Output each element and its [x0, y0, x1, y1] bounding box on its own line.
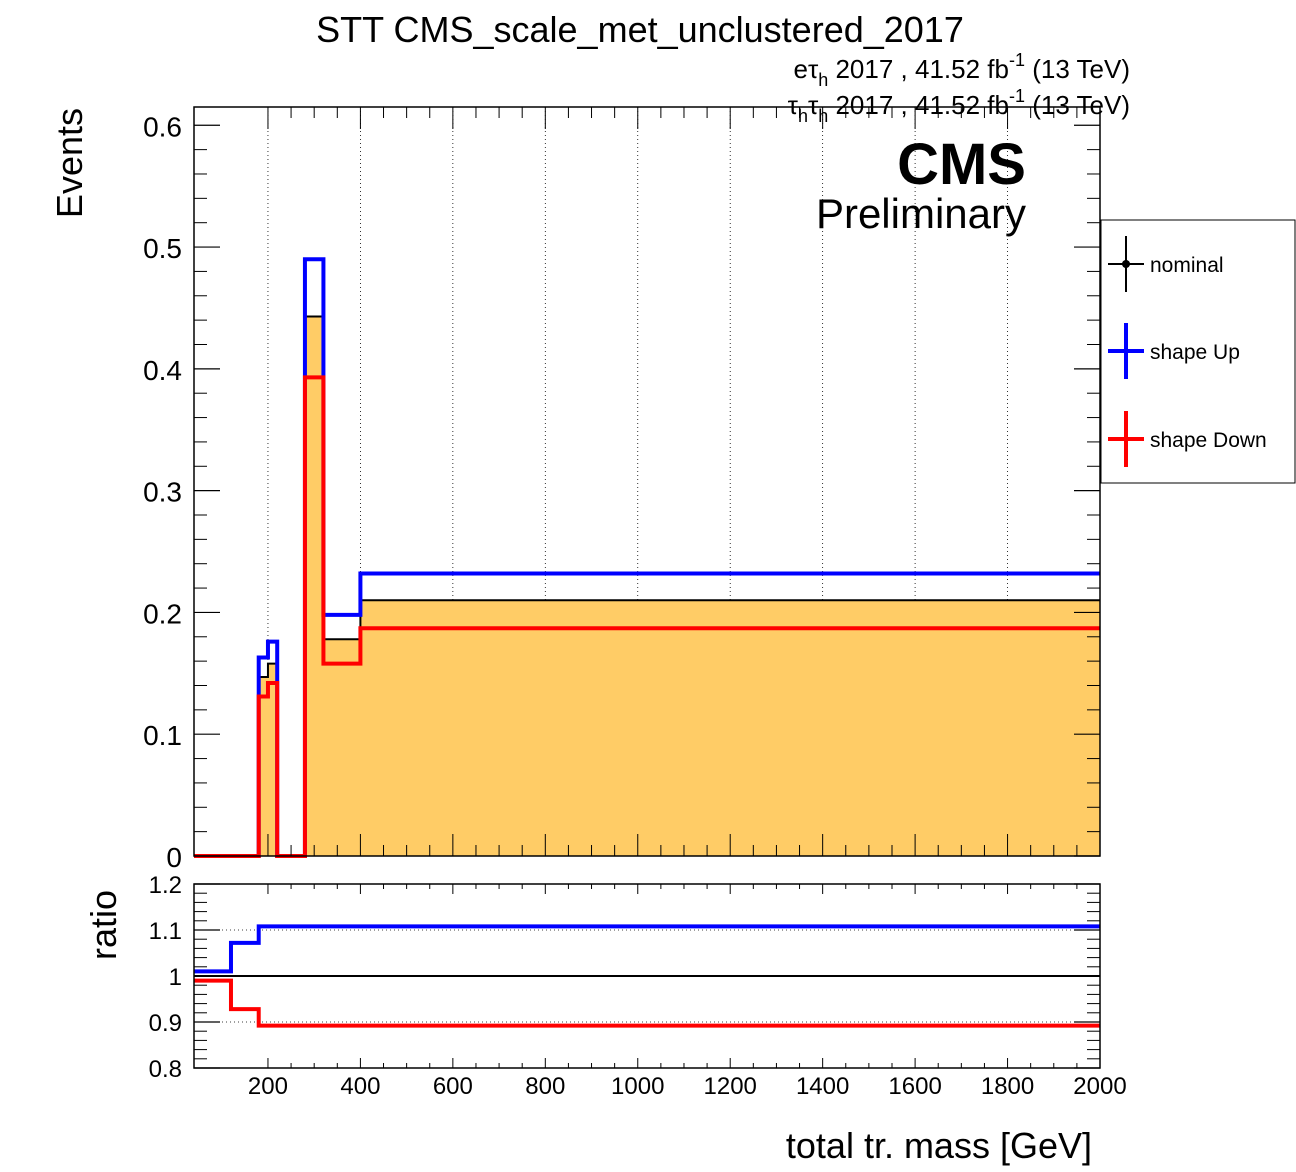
legend-label-nominal: nominal [1150, 254, 1224, 277]
y-tick-label-0: 0 [166, 842, 182, 873]
x-tick-label-1600: 1600 [888, 1073, 941, 1100]
legend-label-shape-up: shape Up [1150, 341, 1240, 364]
x-tick-label-200: 200 [248, 1073, 288, 1100]
legend-entry-nominal: nominal [1108, 236, 1224, 292]
x-tick-label-600: 600 [433, 1073, 473, 1100]
ratio-y-tick-label-1-1: 1.1 [149, 918, 182, 945]
preliminary-label: Preliminary [816, 190, 1026, 237]
legend-entry-shape-up: shape Up [1108, 323, 1240, 379]
x-tick-label-1000: 1000 [611, 1073, 664, 1100]
ratio-panel: 200 400 600 800 1000 1200 1400 1600 1800 2000 0.8 0… [149, 872, 1127, 1100]
legend-entry-shape-down: shape Down [1108, 411, 1267, 467]
x-tick-label-1400: 1400 [796, 1073, 849, 1100]
upper-frame [193, 106, 1101, 857]
y-tick-label-0-4: 0.4 [143, 355, 182, 386]
lumi-label-tautau: τhτh 2017 , 41.52 fb-1 (13 TeV) [788, 86, 1130, 126]
cms-label: CMS [897, 132, 1026, 197]
ratio-series-shape-down [194, 978, 1100, 1028]
x-axis-label: total tr. mass [GeV] [786, 1125, 1092, 1166]
y-tick-label-0-2: 0.2 [143, 598, 182, 629]
x-tick-label-1800: 1800 [981, 1073, 1034, 1100]
x-tick-label-400: 400 [340, 1073, 380, 1100]
x-tick-label-2000: 2000 [1073, 1073, 1126, 1100]
lumi-label-etau: eτh 2017 , 41.52 fb-1 (13 TeV) [793, 50, 1130, 90]
y-tick-label-0-1: 0.1 [143, 720, 182, 751]
ratio-y-tick-label-0-8: 0.8 [149, 1056, 182, 1083]
ratio-series-shape-up [194, 924, 1100, 974]
y-tick-label-0-6: 0.6 [143, 111, 182, 142]
ratio-y-tick-label-0-9: 0.9 [149, 1010, 182, 1037]
ratio-y-tick-label-1-2: 1.2 [149, 872, 182, 899]
upper-y-axis-label: Events [49, 108, 90, 218]
y-tick-label-0-3: 0.3 [143, 477, 182, 508]
legend: nominal shape Up shape Down [1100, 219, 1296, 484]
ratio-y-axis-label: ratio [83, 890, 124, 960]
nominal-fill-area [194, 316, 1100, 856]
chart-title: STT CMS_scale_met_unclustered_2017 [316, 9, 964, 50]
x-tick-label-1200: 1200 [704, 1073, 757, 1100]
legend-label-shape-down: shape Down [1150, 429, 1267, 452]
ratio-y-tick-label-1: 1 [169, 964, 182, 991]
y-tick-label-0-5: 0.5 [143, 233, 182, 264]
x-tick-label-800: 800 [525, 1073, 565, 1100]
upper-panel: 0 0.1 0.2 0.3 0.4 0.5 0.6 [143, 106, 1101, 873]
